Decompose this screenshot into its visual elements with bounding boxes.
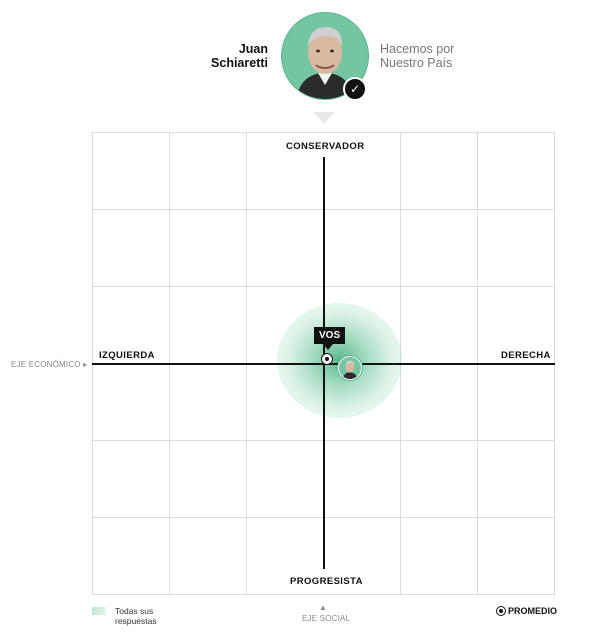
candidate-party: Hacemos por Nuestro País: [380, 42, 500, 70]
average-icon: [496, 606, 506, 616]
candidate-name: Juan Schiaretti: [180, 42, 268, 70]
economic-axis-caption: EJE ECONÓMICO ▸: [11, 360, 88, 369]
user-position-label: VOS: [314, 327, 346, 344]
candidate-avatar[interactable]: [281, 12, 369, 100]
legend-all-answers-line1: Todas sus: [115, 606, 154, 616]
axis-label-derecha: DERECHA: [500, 350, 552, 361]
legend-all-answers: Todas sus respuestas: [115, 606, 175, 626]
axis-label-progresista: PROGRESISTA: [289, 576, 364, 587]
check-icon: ✓: [343, 77, 367, 101]
social-axis-caption: EJE SOCIAL: [302, 614, 351, 623]
user-position-marker[interactable]: [321, 353, 333, 365]
axis-label-conservador: CONSERVADOR: [285, 141, 366, 152]
candidate-position-marker[interactable]: [338, 356, 362, 380]
candidate-name-line1: Juan: [238, 42, 268, 56]
candidate-mini-portrait-icon: [339, 357, 361, 379]
candidate-party-line1: Hacemos por: [380, 42, 455, 56]
user-label-tail: [323, 344, 333, 350]
legend-swatch: [92, 607, 106, 615]
axis-label-izquierda: IZQUIERDA: [98, 350, 156, 361]
legend-all-answers-line2: respuestas: [115, 616, 157, 626]
candidate-party-line2: Nuestro País: [380, 56, 453, 70]
candidate-name-line2: Schiaretti: [211, 56, 268, 70]
social-axis-arrow-icon: ▲: [319, 603, 328, 612]
candidate-portrait-icon: [282, 13, 368, 99]
legend-average: PROMEDIO: [508, 606, 558, 616]
pointer-arrow: [313, 112, 335, 124]
